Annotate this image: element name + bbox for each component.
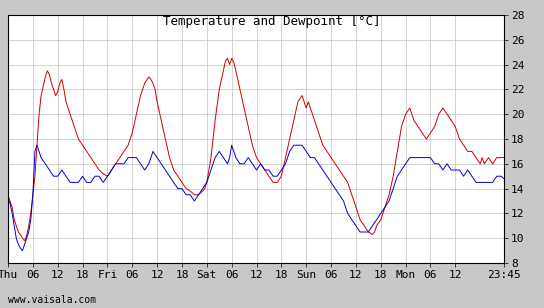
Text: Temperature and Dewpoint [°C]: Temperature and Dewpoint [°C] [163,15,381,28]
Text: www.vaisala.com: www.vaisala.com [8,295,96,305]
